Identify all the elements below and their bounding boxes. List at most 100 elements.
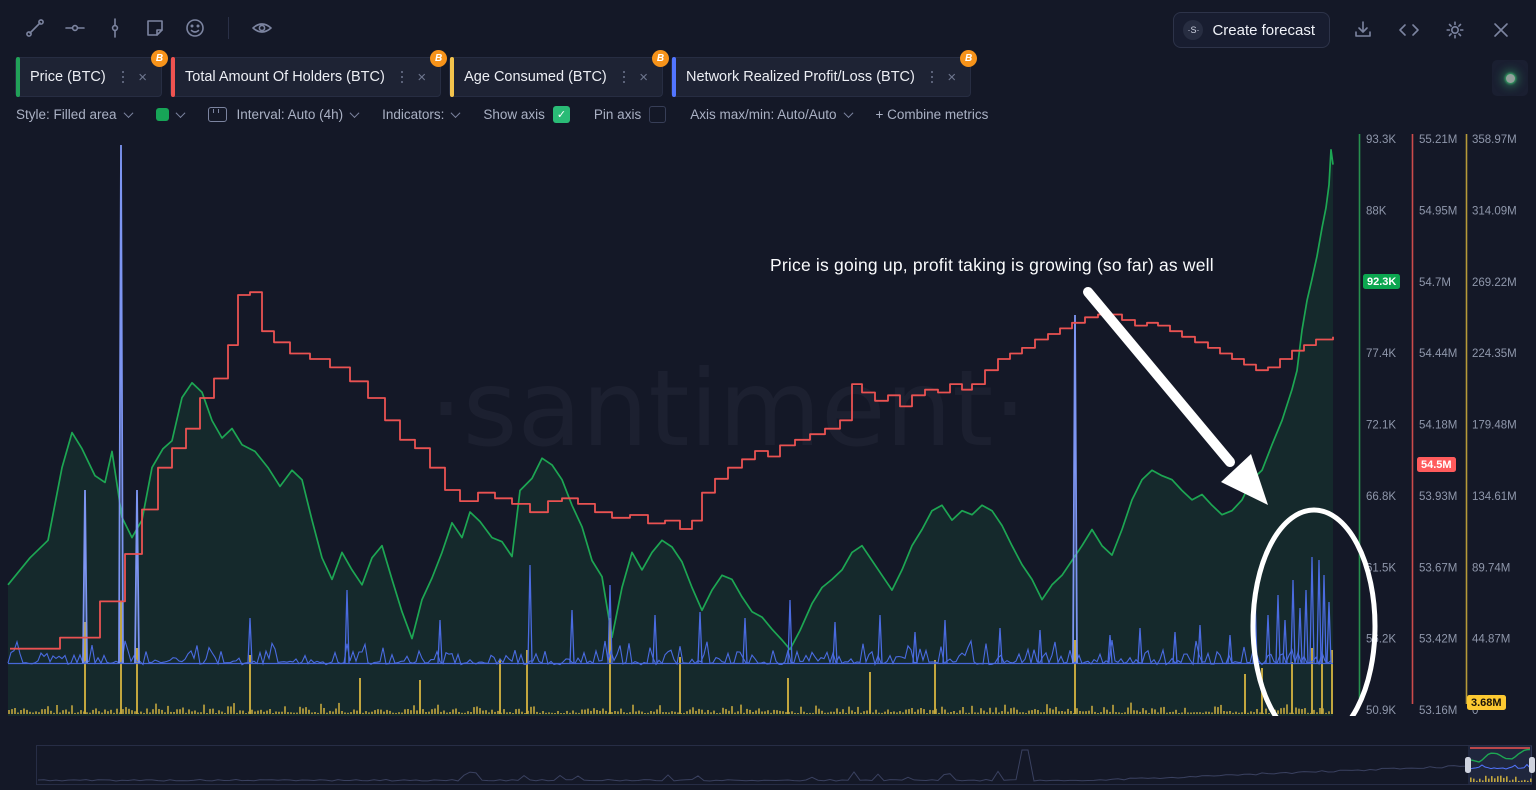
close-icon[interactable] — [1488, 17, 1514, 43]
navigator-right-handle[interactable] — [1529, 757, 1535, 773]
holders-axis-tick: 54.44M — [1419, 348, 1457, 360]
chart-canvas[interactable]: ·santiment·93.3K88K82.7K77.4K72.1K66.8K6… — [0, 130, 1536, 716]
embed-code-icon[interactable] — [1396, 17, 1422, 43]
combine-metrics-button[interactable]: + Combine metrics — [876, 107, 989, 122]
bitcoin-asset-badge: B — [652, 50, 670, 67]
metric-close-icon[interactable]: × — [138, 68, 147, 86]
price-axis-tick: 50.9K — [1366, 705, 1396, 716]
price-axis-tick: 72.1K — [1366, 420, 1396, 432]
age-axis-tick: 269.22M — [1472, 277, 1517, 289]
chevron-down-icon — [450, 107, 461, 118]
interval-label: Interval: Auto (4h) — [236, 106, 344, 122]
nrpl-spikes — [82, 144, 1332, 664]
horizontal-line-icon[interactable] — [62, 15, 88, 41]
age-axis-tick: 89.74M — [1472, 562, 1510, 574]
age-axis-tick: 0 — [1472, 705, 1478, 716]
eye-icon[interactable] — [249, 15, 275, 41]
axis-maxmin-label: Axis max/min: Auto/Auto — [690, 106, 837, 122]
color-swatch-dropdown[interactable] — [155, 107, 185, 121]
style-dropdown[interactable]: Style: Filled area — [16, 106, 133, 122]
time-range-navigator[interactable] — [0, 742, 1536, 788]
age-axis-tick: 44.87M — [1472, 634, 1510, 646]
navigator-mini-age-bars — [1470, 775, 1532, 782]
metric-color-bar — [450, 57, 455, 97]
show-axis-toggle[interactable]: Show axis ✓ — [483, 105, 570, 123]
vertical-line-icon[interactable] — [102, 15, 128, 41]
bitcoin-asset-badge: B — [960, 50, 978, 67]
metric-options-kebab-icon[interactable] — [622, 70, 626, 84]
note-icon[interactable] — [142, 15, 168, 41]
holders-axis-tick: 54.95M — [1419, 205, 1457, 217]
holders-axis-tick: 53.16M — [1419, 705, 1457, 716]
metric-close-icon[interactable]: × — [639, 68, 649, 86]
pin-axis-checkbox[interactable] — [649, 105, 667, 123]
drawing-tools — [0, 15, 275, 41]
metric-close-icon[interactable]: × — [947, 68, 957, 86]
create-forecast-label: Create forecast — [1212, 21, 1315, 39]
metric-color-bar — [672, 57, 677, 97]
metric-options-kebab-icon[interactable] — [930, 70, 934, 84]
chevron-down-icon — [349, 107, 360, 118]
emoji-icon[interactable] — [182, 15, 208, 41]
price-line — [7, 148, 1334, 651]
axes-frame-icon — [207, 106, 227, 122]
age-axis-tick: 179.48M — [1472, 420, 1517, 432]
metric-options-kebab-icon[interactable] — [400, 70, 404, 84]
metric-tab-2[interactable]: Age Consumed (BTC) × B — [449, 50, 670, 97]
settings-gear-icon[interactable] — [1442, 17, 1468, 43]
interval-dropdown[interactable]: Interval: Auto (4h) — [236, 106, 360, 122]
metric-options-kebab-icon[interactable] — [121, 70, 125, 84]
user-annotation-text: Price is going up, profit taking is grow… — [770, 255, 1214, 275]
holders-step-line — [10, 291, 1334, 650]
chart-settings-bar: Style: Filled area Interval: Auto (4h) I… — [16, 99, 988, 129]
price-axis-tick: 66.8K — [1366, 491, 1396, 503]
download-icon[interactable] — [1350, 17, 1376, 43]
chevron-down-icon — [843, 107, 853, 118]
price-axis-tick: 93.3K — [1366, 134, 1396, 146]
metric-tab-0[interactable]: Price (BTC) × B — [15, 50, 168, 97]
combine-metrics-label: + Combine metrics — [875, 106, 989, 122]
age-consumed-bars — [8, 602, 1333, 714]
age-consumed-last-value-badge: 3.68M — [1467, 695, 1506, 710]
metric-color-swatch — [155, 107, 169, 121]
metric-tab-1[interactable]: Total Amount Of Holders (BTC) × B — [170, 50, 448, 97]
price-last-value-badge: 92.3K — [1363, 274, 1401, 289]
chevron-down-icon — [123, 107, 133, 118]
indicators-label: Indicators: — [382, 106, 445, 122]
annotation-ellipse[interactable] — [1250, 507, 1378, 716]
trend-line-icon[interactable] — [22, 15, 48, 41]
navigator-left-handle[interactable] — [1465, 757, 1471, 773]
holders-axis-tick: 55.21M — [1419, 134, 1457, 146]
show-axis-checkbox[interactable]: ✓ — [552, 105, 570, 123]
create-forecast-button[interactable]: ·S· Create forecast — [1173, 12, 1330, 48]
price-axis-tick: 56.2K — [1366, 634, 1396, 646]
metric-color-bar — [16, 57, 20, 97]
holders-axis-tick: 53.67M — [1419, 562, 1457, 574]
holders-axis-tick: 53.93M — [1419, 491, 1457, 503]
toolbar-right: ·S· Create forecast — [1173, 12, 1514, 48]
annotation-arrow-head — [1221, 454, 1268, 505]
navigator-frame — [36, 745, 1532, 785]
metric-tab-label: Network Realized Profit/Loss (BTC) — [686, 69, 915, 85]
style-label: Style: Filled area — [16, 106, 117, 122]
navigator-mini-price — [1469, 748, 1531, 763]
annotation-arrow-shaft[interactable] — [1083, 287, 1235, 467]
holders-last-value-badge: 54.5M — [1417, 457, 1456, 472]
indicators-dropdown[interactable]: Indicators: — [382, 106, 461, 122]
holders-axis-tick: 54.18M — [1419, 420, 1457, 432]
main-chart-area[interactable]: ·santiment·93.3K88K82.7K77.4K72.1K66.8K6… — [0, 130, 1536, 716]
pin-axis-toggle[interactable]: Pin axis — [593, 105, 667, 123]
metric-tab-label: Age Consumed (BTC) — [464, 69, 607, 85]
pin-axis-label: Pin axis — [593, 106, 642, 122]
navigator-mini-nrpl — [1469, 763, 1531, 770]
metric-close-icon[interactable]: × — [417, 68, 427, 86]
axes-frame-toggle[interactable] — [207, 106, 227, 122]
price-axis-tick: 77.4K — [1366, 348, 1396, 360]
metric-tab-label: Price (BTC) — [30, 69, 106, 85]
axis-maxmin-dropdown[interactable]: Axis max/min: Auto/Auto — [690, 106, 853, 122]
sanr-logo-icon: ·S· — [1183, 20, 1204, 40]
live-data-button[interactable] — [1492, 60, 1528, 96]
metric-tab-3[interactable]: Network Realized Profit/Loss (BTC) × B — [671, 50, 978, 97]
metric-tabs: Price (BTC) × B Total Amount Of Holders (BT… — [15, 50, 978, 97]
